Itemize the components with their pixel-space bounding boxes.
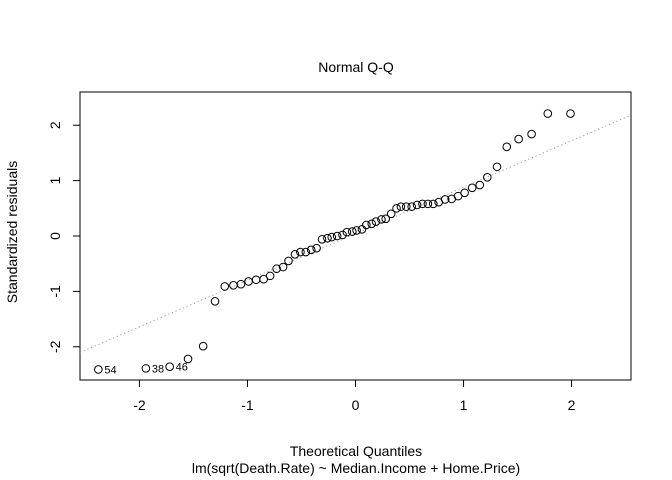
data-point [265, 271, 275, 281]
data-point [386, 209, 396, 219]
x-tick-label: 1 [460, 397, 468, 413]
data-point [543, 109, 553, 118]
data-point [440, 195, 450, 204]
data-point [527, 129, 536, 139]
data-point [236, 279, 246, 289]
data-point [467, 183, 477, 193]
data-point [220, 282, 230, 291]
data-point [141, 364, 151, 373]
x-axis-sublabel: lm(sqrt(Death.Rate) ~ Median.Income + Ho… [192, 460, 520, 476]
y-axis-label: Standardized residuals [4, 161, 20, 303]
point-label: 38 [152, 363, 164, 375]
points-group [94, 109, 575, 374]
data-point [492, 162, 502, 172]
y-tick-label: 1 [47, 177, 63, 185]
data-point [423, 199, 433, 209]
data-point [332, 231, 342, 241]
data-point [418, 199, 427, 209]
data-point [327, 232, 337, 242]
data-point [401, 202, 411, 211]
data-point [428, 199, 438, 209]
data-point [290, 249, 300, 259]
data-point [301, 247, 311, 257]
y-tick-label: 0 [47, 232, 63, 240]
data-point [377, 215, 386, 224]
data-point [407, 202, 416, 211]
data-point [347, 227, 357, 236]
point-label: 46 [176, 362, 188, 374]
data-point [483, 172, 492, 182]
data-point [317, 235, 327, 244]
data-point [352, 226, 361, 235]
x-axis: -2 -1 0 1 2 [133, 379, 576, 413]
data-point [278, 262, 288, 272]
data-point [566, 109, 575, 118]
data-point [371, 217, 381, 226]
data-point [323, 233, 332, 243]
data-point [272, 264, 281, 273]
data-point [362, 220, 371, 230]
x-tick-label: 0 [352, 397, 360, 413]
point-labels-group: 54 38 46 [104, 362, 188, 377]
data-point [210, 297, 220, 306]
plot-frame [79, 91, 632, 381]
data-point [502, 142, 512, 152]
data-point [183, 354, 193, 364]
data-point [514, 134, 523, 144]
data-point [312, 243, 321, 253]
data-point [342, 227, 352, 237]
x-tick-label: -2 [133, 397, 146, 413]
data-point [296, 247, 305, 257]
y-tick-label: 2 [47, 121, 63, 129]
data-point [198, 341, 208, 351]
data-point [381, 214, 391, 224]
data-point [251, 275, 261, 285]
y-tick-label: -1 [47, 285, 63, 298]
plot-title: Normal Q-Q [318, 59, 394, 75]
data-point [367, 219, 377, 229]
data-point [357, 225, 367, 234]
data-point [392, 204, 401, 213]
point-label: 54 [104, 364, 116, 376]
x-tick-label: -1 [241, 397, 254, 413]
data-point [460, 188, 469, 198]
data-point [396, 202, 406, 211]
data-point [229, 280, 238, 290]
data-point [94, 365, 103, 374]
data-point [475, 180, 485, 190]
data-point [284, 256, 293, 266]
data-point [165, 362, 174, 372]
data-point [338, 230, 347, 240]
data-point [306, 245, 316, 255]
y-tick-label: -2 [47, 340, 63, 353]
x-tick-label: 2 [568, 397, 576, 413]
x-axis-label: Theoretical Quantiles [290, 443, 422, 459]
y-axis: -2 -1 0 1 2 [47, 121, 81, 353]
data-point [412, 200, 422, 210]
